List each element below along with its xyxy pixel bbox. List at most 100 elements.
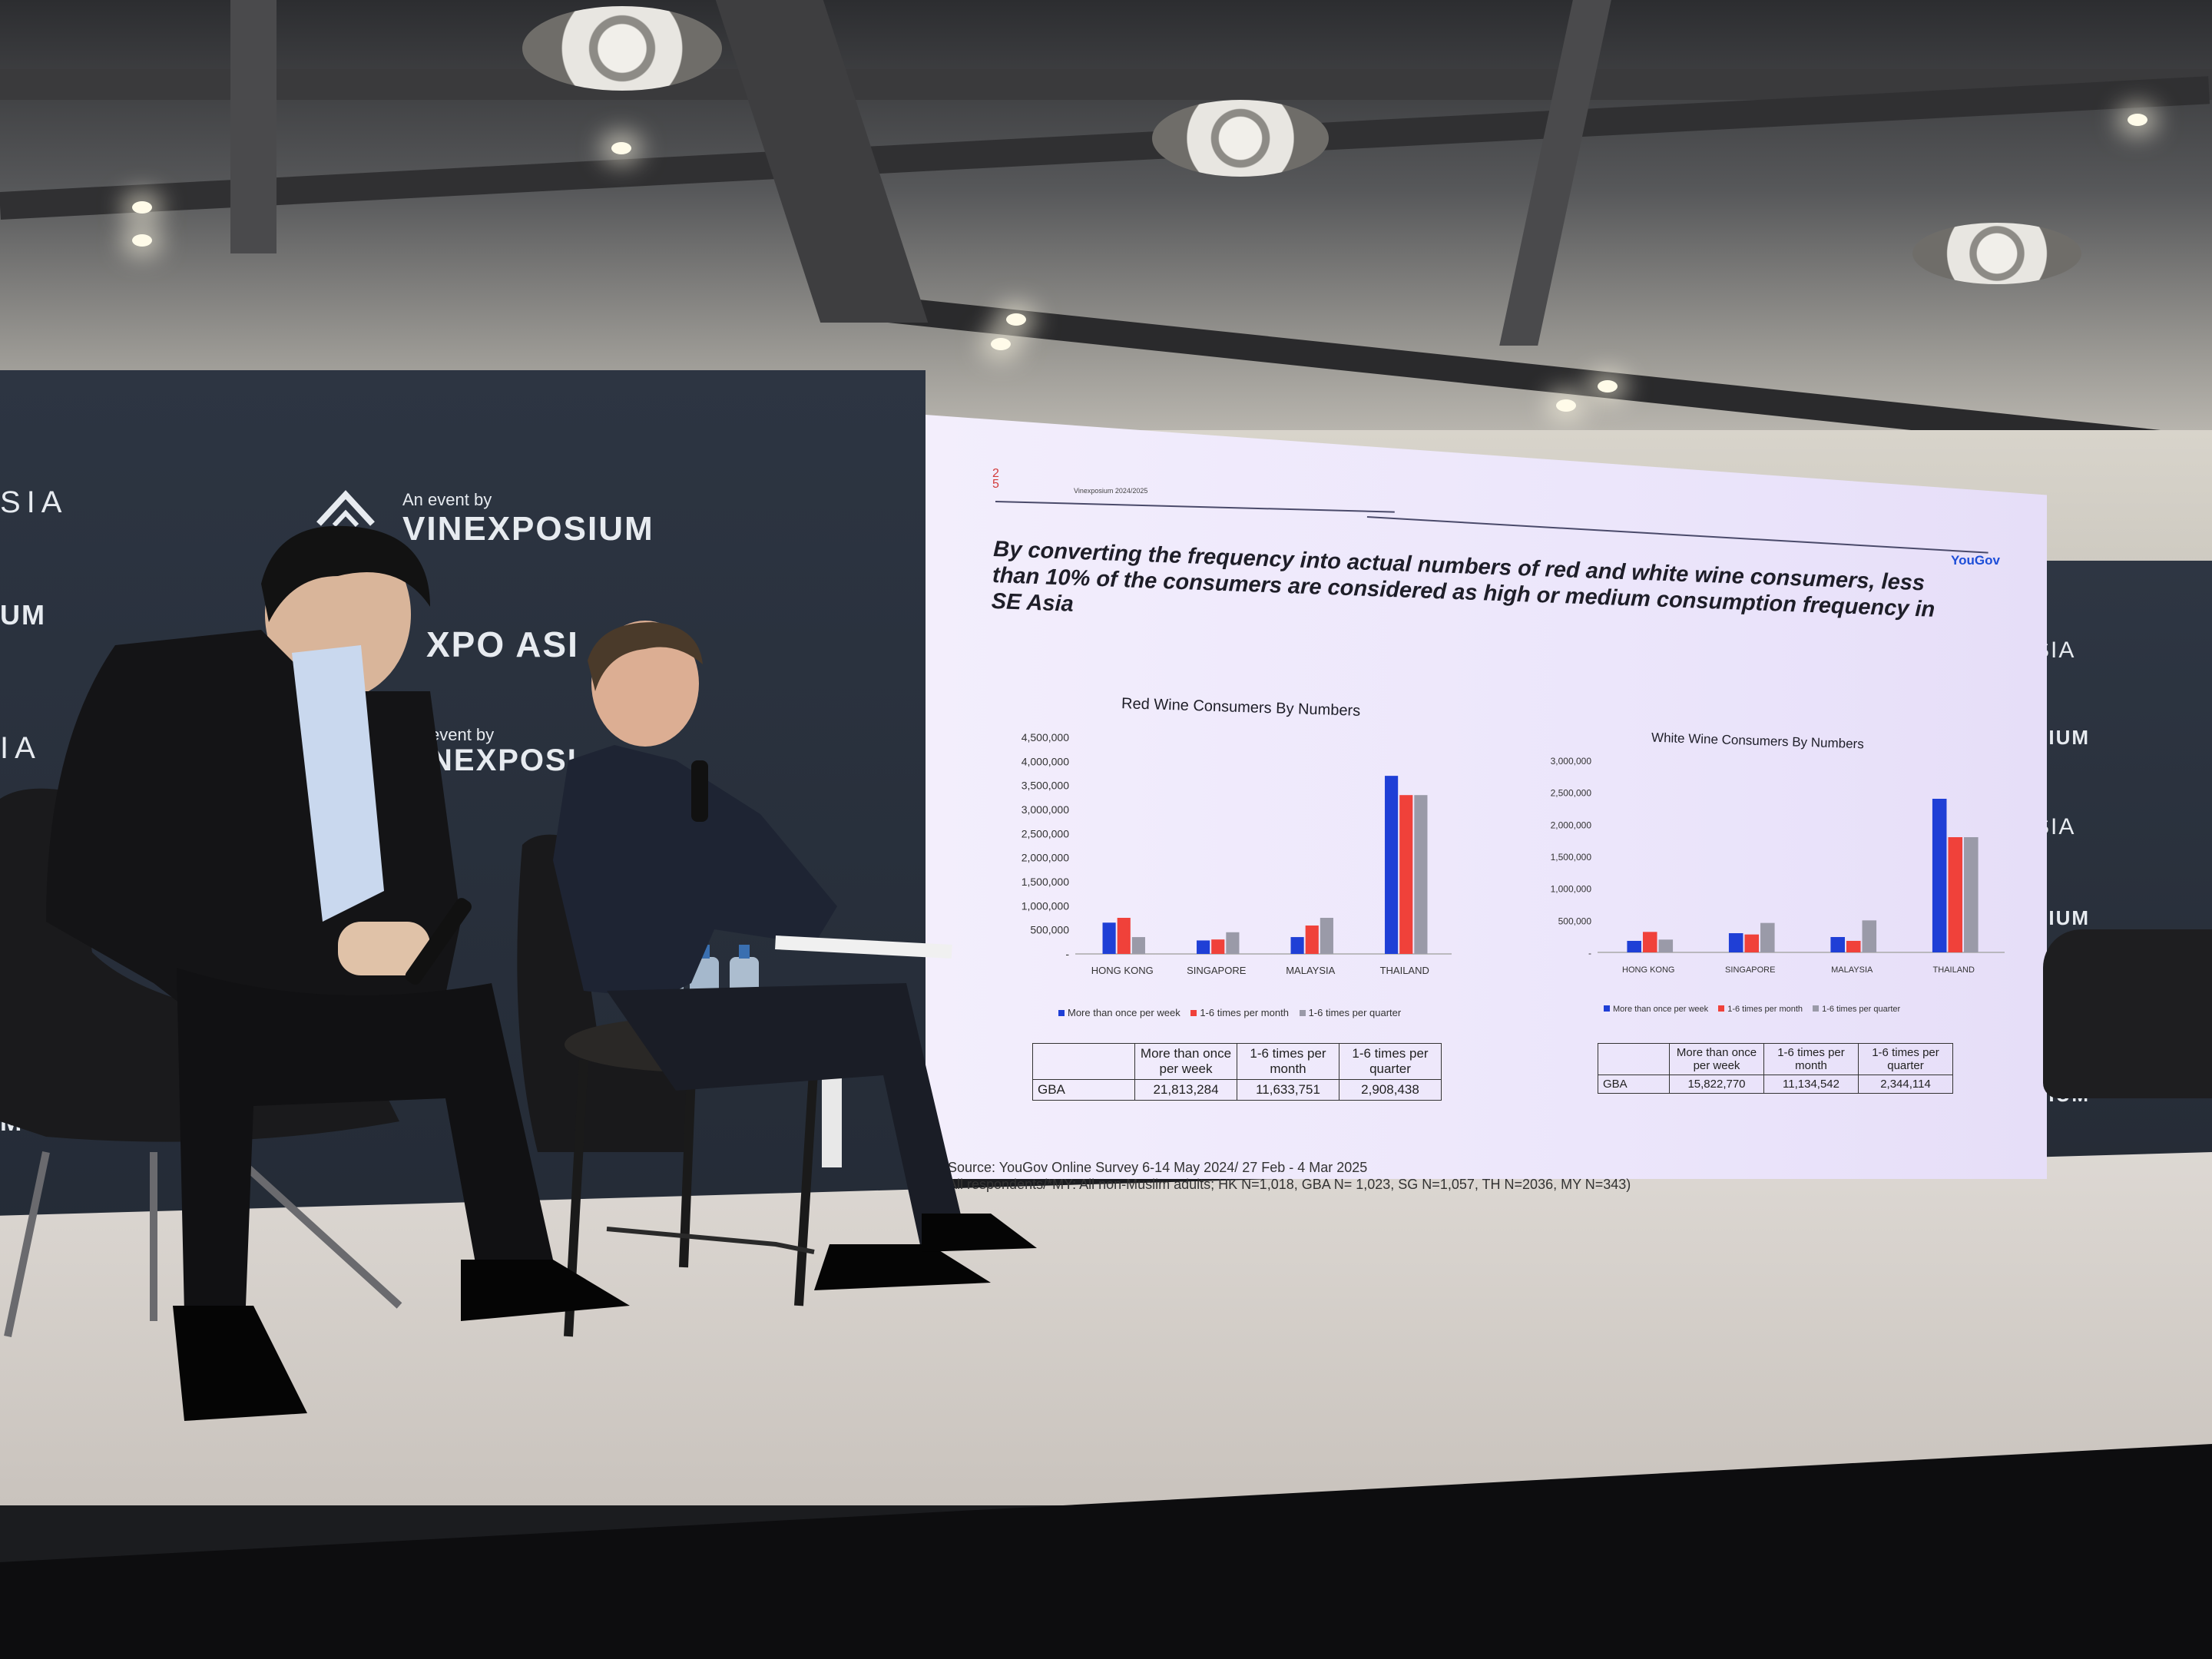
- ceiling-beam: [230, 0, 276, 253]
- bar: [1320, 918, 1333, 954]
- y-tick-label: 500,000: [1558, 916, 1592, 926]
- notes-paper: [775, 935, 952, 959]
- table-cell: 21,813,284: [1134, 1079, 1237, 1101]
- table-cell: 15,822,770: [1669, 1075, 1764, 1094]
- bar: [1964, 837, 1979, 952]
- y-tick-label: 1,000,000: [1551, 884, 1592, 895]
- speaker-right-shoe: [922, 1214, 1037, 1252]
- armchair-right: [2043, 929, 2212, 1098]
- table-header-cell: More than once per week: [1669, 1043, 1764, 1075]
- backdrop-wine-expo-asia: XPO ASI: [426, 624, 579, 664]
- speaker-right-trousers: [607, 983, 968, 1252]
- category-label: MALAYSIA: [1831, 965, 1873, 975]
- backdrop-event-by: An event by: [402, 490, 492, 509]
- bar: [1830, 937, 1845, 952]
- backdrop-event-by: event by: [430, 725, 495, 744]
- y-tick-label: 4,500,000: [1022, 731, 1069, 743]
- bar: [1760, 922, 1775, 952]
- red-wine-chart: 4,500,000 4,000,000 3,500,000 3,000,000 2,50…: [1022, 731, 1452, 975]
- ceiling-diffuser: [1912, 223, 2081, 284]
- legend-swatch: [1190, 1010, 1197, 1016]
- table-cell: 11,633,751: [1237, 1079, 1339, 1101]
- bar: [1744, 934, 1760, 952]
- legend-label: 1-6 times per month: [1200, 1007, 1289, 1018]
- microphone-icon: [691, 760, 708, 822]
- speaker-left-hands: [338, 922, 430, 975]
- table-row: GBA 21,813,284 11,633,751 2,908,438: [1032, 1079, 1442, 1101]
- table-cell: 2,344,114: [1858, 1075, 1953, 1094]
- microphone-icon: [405, 898, 472, 985]
- y-tick-label: -: [1065, 948, 1069, 960]
- stage-floor: [0, 1152, 2212, 1505]
- bar: [1414, 795, 1428, 954]
- y-tick-label: 2,500,000: [1022, 827, 1069, 839]
- speaker-left-shoe: [461, 1260, 630, 1321]
- panel-speakers: [0, 525, 1037, 1421]
- legend-label: 1-6 times per quarter: [1822, 1005, 1901, 1014]
- ceiling-light: [1556, 399, 1576, 412]
- y-tick-label: 2,000,000: [1551, 820, 1592, 830]
- speaker-right-shoe: [814, 1244, 991, 1290]
- table-cell: 2,908,438: [1339, 1079, 1442, 1101]
- category-label: THAILAND: [1380, 965, 1429, 975]
- category-label: HONG KONG: [1091, 965, 1154, 975]
- ceiling-light: [991, 338, 1011, 350]
- y-tick-label: 1,500,000: [1551, 852, 1592, 863]
- slide-page-number: 25: [992, 467, 999, 491]
- backdrop-text-fragment: SIA: [0, 485, 68, 519]
- y-tick-label: 3,500,000: [1022, 780, 1069, 792]
- table-header-cell: 1-6 times per quarter: [1858, 1043, 1953, 1075]
- y-tick-label: 1,000,000: [1022, 899, 1069, 912]
- bottle-cap: [739, 945, 750, 959]
- ceiling-diffuser: [1152, 100, 1329, 177]
- legend-label: 1-6 times per month: [1727, 1005, 1803, 1014]
- bar: [1658, 939, 1674, 952]
- bar: [1290, 937, 1304, 954]
- y-tick-label: 3,000,000: [1022, 803, 1069, 816]
- speaker-left: [46, 525, 630, 1421]
- yougov-logo: YouGov: [1951, 553, 2000, 568]
- slide-title: By converting the frequency into actual …: [991, 536, 1936, 622]
- vinexposium-logo-icon: [316, 490, 375, 528]
- y-tick-label: 500,000: [1030, 924, 1069, 936]
- table-cell: 11,134,542: [1763, 1075, 1859, 1094]
- table-row: More than once per week 1-6 times per mo…: [1598, 1043, 1953, 1075]
- category-label: SINGAPORE: [1187, 965, 1247, 975]
- speaker-right-jacket: [553, 745, 837, 998]
- bar: [1102, 922, 1116, 954]
- white-chart-legend: More than once per week 1-6 times per mo…: [1596, 1005, 1900, 1014]
- event-backdrop-right: SIA SIUM SIA SIUM SIUM: [2028, 561, 2212, 1221]
- white-data-table: More than once per week 1-6 times per mo…: [1598, 1043, 1953, 1094]
- table-header-cell: 1-6 times per month: [1237, 1043, 1339, 1080]
- bar: [1399, 795, 1413, 954]
- red-chart-legend: More than once per week 1-6 times per mo…: [1051, 1007, 1401, 1018]
- legend-swatch: [1058, 1010, 1065, 1016]
- slide-source-note: All respondents/*MY: All non-Muslim adul…: [948, 1177, 1631, 1192]
- ceiling-light: [611, 142, 631, 154]
- table-header-cell: [1598, 1043, 1670, 1075]
- backdrop-text-fragment: UM: [0, 599, 46, 631]
- legend-swatch: [1813, 1005, 1820, 1012]
- legend-swatch: [1718, 1005, 1725, 1012]
- y-tick-label: 2,500,000: [1551, 788, 1592, 799]
- bar: [1846, 941, 1861, 952]
- ceiling-light: [1598, 380, 1618, 392]
- bar: [1627, 941, 1641, 952]
- legend-swatch: [1299, 1010, 1306, 1016]
- bar: [1226, 932, 1240, 954]
- speaker-left-shirt: [292, 645, 384, 922]
- ceiling-diffuser: [522, 6, 722, 91]
- table-header-cell: 1-6 times per quarter: [1339, 1043, 1442, 1080]
- slide-header-rule: [1366, 516, 1988, 554]
- table-cell: GBA: [1598, 1075, 1670, 1094]
- y-tick-label: 1,500,000: [1022, 876, 1069, 888]
- category-label: MALAYSIA: [1286, 965, 1335, 975]
- legend-label: More than once per week: [1068, 1007, 1181, 1018]
- armchair-center: [517, 834, 691, 1152]
- legend-label: 1-6 times per quarter: [1308, 1007, 1402, 1018]
- table-header-cell: 1-6 times per month: [1763, 1043, 1859, 1075]
- bar: [1862, 920, 1877, 952]
- y-tick-label: 2,000,000: [1022, 852, 1069, 864]
- bar: [1728, 933, 1743, 952]
- legend-swatch: [1604, 1005, 1610, 1012]
